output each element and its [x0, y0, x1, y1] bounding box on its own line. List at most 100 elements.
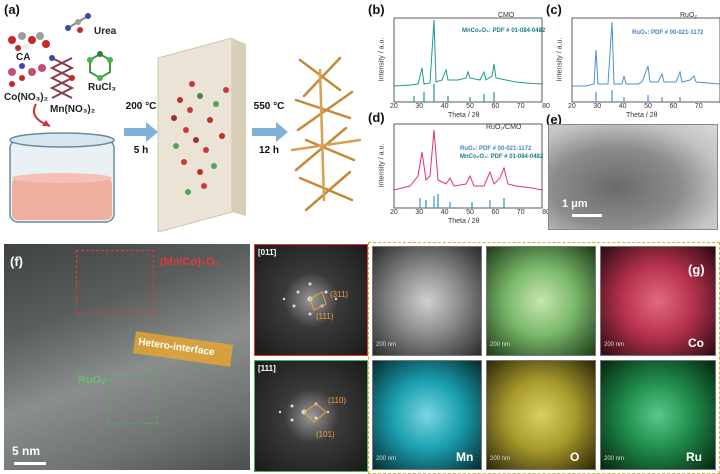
step2-time: 12 h [258, 145, 279, 156]
map-label-mn: Mn [456, 450, 474, 464]
beaker-icon [9, 132, 115, 223]
step2-temp: 550 °C [253, 101, 285, 112]
ylabel-c: Intensity / a.u. [556, 37, 564, 82]
fft-bottom-plane-1: (110) [328, 396, 347, 405]
tick: 60 [491, 103, 500, 110]
xlabel-d: Theta / 2θ [448, 218, 480, 225]
fft-top-plane-1: (311) [330, 290, 349, 299]
tick: 50 [466, 209, 474, 216]
autoclave-block [157, 37, 246, 232]
tick: 40 [618, 103, 627, 110]
urea-molecule-icon [65, 13, 91, 33]
map-o [486, 360, 596, 470]
ticks-b: 20 30 40 50 60 70 80 [390, 103, 550, 110]
xrd-plot-c [571, 17, 720, 103]
panel-label-a: (a) [4, 2, 20, 17]
tick: 80 [542, 209, 550, 216]
label-mn-nitrate: Mn(NO₃)₂ [50, 104, 96, 115]
tick: 50 [466, 103, 474, 110]
pdf-d-2: MnCo₂O₄: PDF # 01-084-0482 [460, 154, 544, 160]
fft-top-zone: [011̄] [258, 248, 277, 257]
fft-bottom-zone: [111] [258, 364, 276, 373]
sem-scale-bar [572, 214, 602, 217]
tick: 50 [644, 103, 652, 110]
mn-nitrate-icon [49, 55, 75, 99]
step1-time: 5 h [133, 145, 149, 156]
tick: 70 [516, 103, 525, 110]
panel-label-f: (f) [10, 254, 23, 269]
tick: 40 [440, 209, 449, 216]
map-scale-ru: 200 nm [604, 456, 625, 462]
ca-molecule-icon [8, 32, 50, 51]
nanorod-cluster-icon [290, 56, 362, 212]
label-ca: CA [16, 52, 31, 63]
ticks-d: 20 30 40 50 60 70 80 [390, 209, 550, 216]
tick: 60 [491, 209, 500, 216]
map-label-o: O [570, 450, 580, 464]
arrow-step-2-icon [252, 122, 288, 142]
xlabel-c: Theta / 2θ [626, 112, 658, 119]
synthesis-schematic [8, 13, 362, 232]
xlabel-b: Theta / 2θ [448, 112, 480, 119]
ylabel-b: Intensity / a.u. [378, 37, 386, 82]
cmo-label: (Mn/Co)₃O₄ [160, 256, 220, 268]
xrd-curve-ruo2 [572, 21, 720, 87]
ruo2-region-box [108, 376, 158, 424]
map-label-co: Co [688, 336, 704, 350]
rucl3-icon [87, 51, 113, 81]
map-label-ru: Ru [686, 450, 702, 464]
panel-label-c: (c) [546, 2, 562, 17]
pdf-b: MnCo₂O₄: PDF # 01-084-0482 [462, 28, 546, 34]
map-haadf [372, 246, 482, 356]
arrow-step-1-icon [124, 122, 158, 142]
step1-temp: 200 °C [125, 101, 157, 112]
panel-label-d: (d) [368, 110, 385, 125]
pdf-d-1: RuO₂: PDF # 00-021-1172 [460, 146, 532, 152]
ruo2-label: RuO₂ [78, 374, 107, 386]
pdf-c: RuO₂: PDF # 00-021-1172 [632, 30, 704, 36]
map-merged [486, 246, 596, 356]
map-scale-mn: 200 nm [376, 456, 397, 462]
xrd-curve-cmo [393, 19, 543, 87]
legend-c: RuO₂ [680, 12, 698, 19]
panel-label-e: (e) [546, 112, 562, 127]
fft-bottom-pattern [278, 402, 330, 423]
map-mn [372, 360, 482, 470]
legend-b: CMO [498, 12, 515, 19]
xrd-plot-d [393, 123, 543, 209]
panel-label-b: (b) [368, 2, 385, 17]
tick: 20 [390, 209, 398, 216]
tick: 80 [542, 103, 550, 110]
sem-scale-text: 1 μm [562, 198, 588, 210]
tick: 60 [669, 103, 678, 110]
hrtem-scale-text: 5 nm [12, 444, 41, 458]
map-scale-merged: 200 nm [490, 342, 511, 348]
tick: 30 [415, 209, 424, 216]
label-co-nitrate: Co(NO₃)₂ [4, 92, 49, 103]
cmo-region-box [76, 250, 154, 314]
fft-bottom [254, 360, 368, 472]
co-nitrate-icon [8, 63, 46, 87]
map-scale-co: 200 nm [604, 342, 625, 348]
hrtem-scale-bar [14, 462, 46, 465]
tick: 70 [516, 209, 525, 216]
sem-image [548, 124, 718, 230]
tick: 20 [568, 103, 576, 110]
tick: 30 [593, 103, 602, 110]
map-scale-o: 200 nm [490, 456, 511, 462]
map-scale-haadf: 200 nm [376, 342, 397, 348]
ylabel-d: Intensity / a.u. [378, 143, 386, 188]
map-ru [600, 360, 716, 470]
label-urea: Urea [94, 26, 117, 37]
tick: 20 [390, 103, 398, 110]
xrd-curve-hetero [393, 129, 543, 191]
label-rucl3: RuCl₃ [88, 82, 116, 93]
fft-top-plane-2: (111) [316, 312, 334, 321]
fft-bottom-plane-2: (101) [316, 430, 335, 439]
tick: 30 [415, 103, 424, 110]
legend-d: RuO₂/CMO [486, 124, 522, 131]
fft-top-pattern [282, 282, 338, 316]
panel-label-g: (g) [688, 262, 705, 277]
tick: 70 [694, 103, 703, 110]
